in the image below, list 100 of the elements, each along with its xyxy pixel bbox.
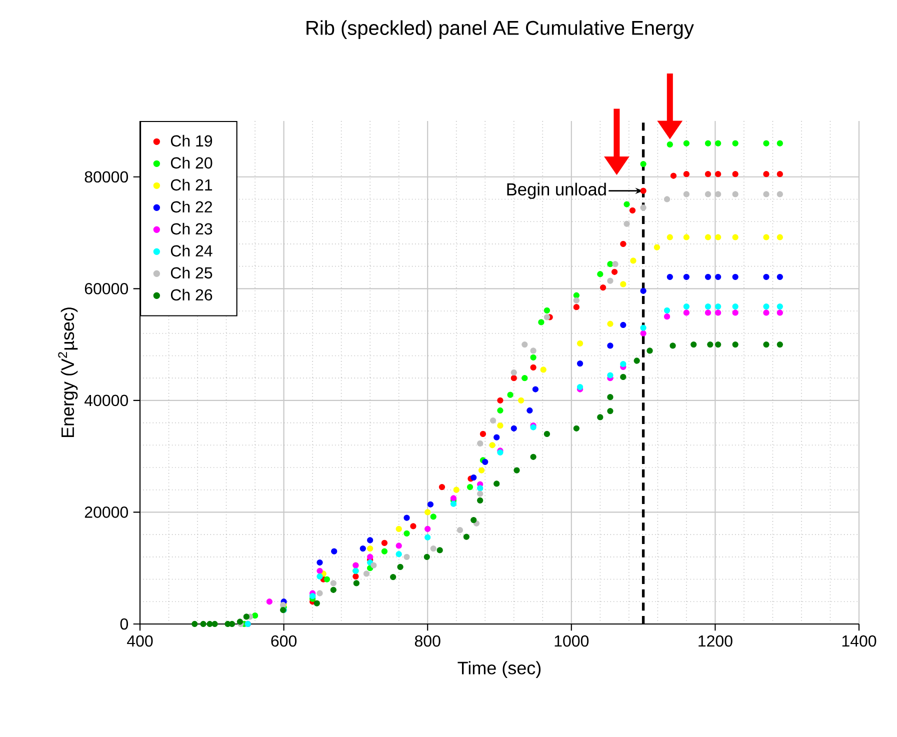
point	[683, 140, 690, 146]
point	[430, 545, 436, 552]
point	[497, 407, 504, 414]
point	[607, 342, 614, 349]
point	[597, 414, 604, 420]
point	[331, 548, 338, 554]
x-tick-label: 1400	[842, 635, 876, 647]
point	[704, 303, 712, 310]
point	[776, 341, 783, 348]
point	[707, 341, 714, 348]
point	[396, 551, 402, 558]
point	[607, 260, 614, 268]
point	[776, 310, 783, 316]
point	[478, 467, 485, 474]
point	[715, 310, 722, 316]
point	[330, 580, 336, 586]
point	[316, 590, 323, 596]
point	[424, 509, 431, 516]
point	[427, 501, 434, 508]
point	[715, 171, 722, 178]
point	[732, 140, 738, 146]
point	[715, 303, 722, 310]
point	[510, 369, 517, 376]
point	[480, 430, 486, 438]
point	[470, 474, 477, 481]
point	[494, 434, 500, 440]
point	[544, 307, 550, 314]
point	[396, 542, 402, 549]
point	[664, 196, 670, 202]
point	[532, 386, 539, 392]
point	[683, 234, 690, 240]
point	[252, 612, 258, 619]
point	[607, 320, 614, 327]
point	[404, 530, 410, 537]
point	[397, 564, 404, 570]
point	[363, 570, 370, 577]
point	[316, 559, 323, 566]
point	[353, 580, 360, 586]
point	[573, 297, 580, 304]
point	[396, 526, 402, 532]
x-tick-label: 400	[127, 635, 153, 647]
point	[367, 537, 374, 544]
legend-label: Ch 19	[170, 134, 212, 147]
point	[607, 408, 614, 414]
point	[776, 274, 783, 280]
point	[690, 341, 697, 348]
point	[763, 341, 770, 348]
point	[654, 244, 660, 250]
point	[212, 620, 218, 628]
point	[324, 576, 330, 582]
point	[466, 484, 474, 490]
point	[624, 201, 630, 208]
point	[640, 288, 646, 294]
point	[640, 324, 646, 331]
point	[510, 425, 517, 432]
point	[410, 523, 416, 530]
point	[573, 425, 580, 432]
point	[732, 191, 738, 198]
point	[526, 407, 533, 414]
chart-title: Rib (speckled) panel AE Cumulative Energy	[306, 20, 694, 39]
point	[683, 303, 690, 310]
point	[664, 307, 670, 314]
point	[776, 171, 783, 178]
point	[381, 540, 388, 546]
point	[664, 314, 670, 320]
point	[776, 191, 783, 198]
point	[243, 614, 250, 620]
point	[360, 545, 366, 552]
point	[763, 191, 770, 198]
point	[438, 484, 446, 490]
legend-label: Ch 23	[170, 222, 212, 235]
point	[507, 392, 514, 398]
legend-label: Ch 20	[170, 156, 212, 169]
point	[514, 467, 520, 474]
point	[715, 341, 722, 348]
legend-label: Ch 21	[170, 178, 212, 191]
point	[544, 430, 550, 438]
point	[763, 140, 770, 146]
point	[704, 191, 712, 198]
point	[530, 354, 536, 360]
point	[640, 160, 646, 168]
point	[522, 341, 528, 348]
point	[776, 303, 783, 310]
point	[620, 281, 626, 288]
point	[629, 207, 636, 214]
point	[573, 292, 580, 298]
point	[381, 548, 388, 554]
point	[200, 620, 206, 628]
point	[518, 397, 524, 404]
point	[715, 274, 722, 280]
point	[456, 527, 464, 534]
point	[470, 516, 477, 524]
y-tick-label: 40000	[84, 394, 128, 406]
point	[316, 568, 323, 574]
point	[530, 364, 536, 371]
point	[390, 574, 396, 580]
point	[624, 220, 630, 227]
point	[316, 573, 323, 580]
point	[640, 330, 646, 336]
legend-label: Ch 24	[170, 244, 212, 257]
